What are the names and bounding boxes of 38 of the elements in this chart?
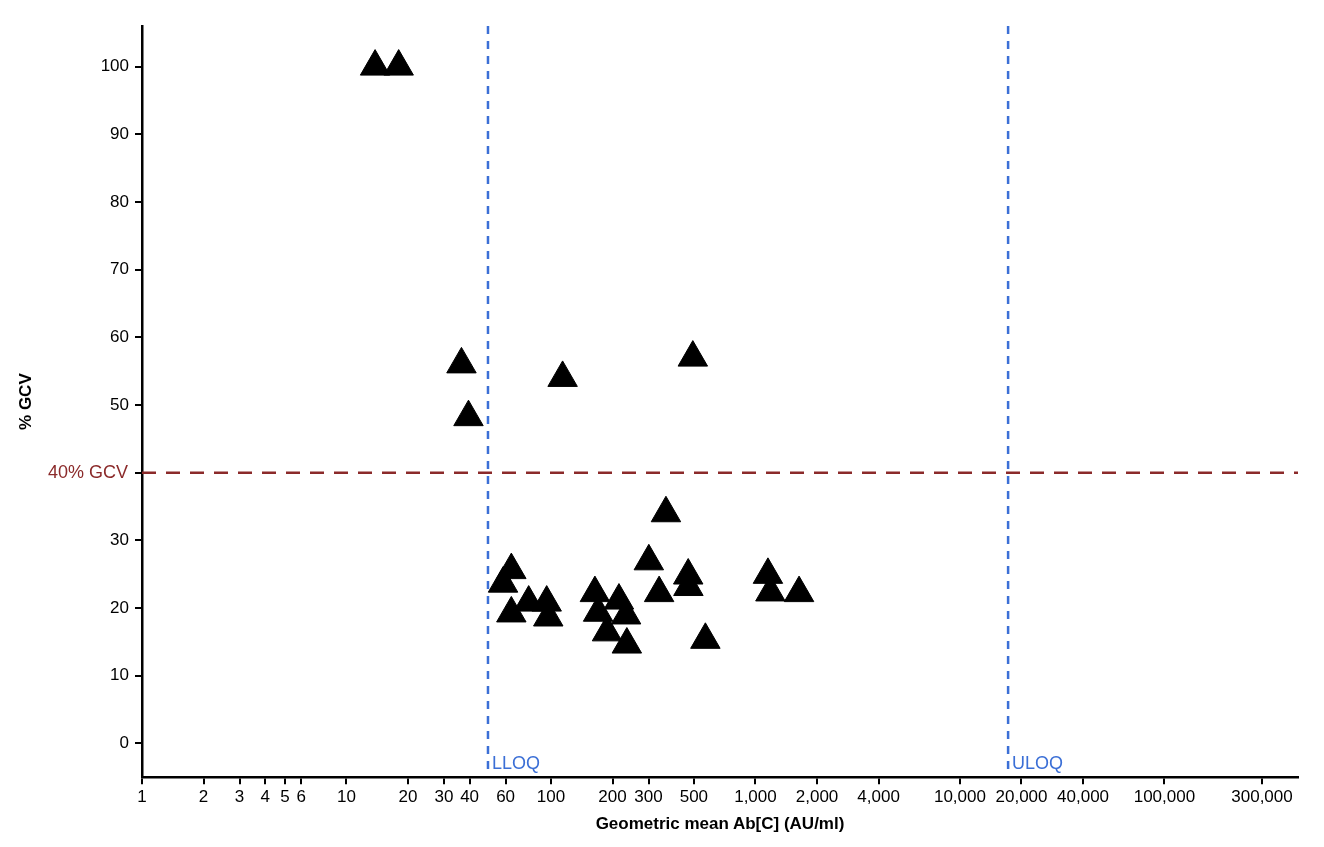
x-tick-label: 1 [137,787,147,807]
x-tick-label: 2,000 [795,787,839,807]
x-tick-label: 100,000 [1133,787,1196,807]
x-tick-label: 20 [398,787,418,807]
y-tick-label: 90 [110,123,129,143]
x-tick-label: 10 [337,787,356,807]
x-axis-title: Geometric mean Ab[C] (AU/ml) [595,814,845,834]
x-tick-label: 10,000 [933,787,986,807]
x-tick-label: 30 [434,787,454,807]
y-tick-label: 60 [110,327,129,346]
x-tick-label: 40 [460,787,480,807]
x-tick-label: 500 [679,787,709,807]
x-tick-label: 200 [598,787,627,807]
y-tick-label: 10 [110,665,129,685]
y-tick-label: 20 [110,597,129,617]
ref-line-label: 40% GCV [47,461,128,482]
x-tick-label: 3 [234,787,245,807]
x-tick-label: 60 [496,787,516,807]
y-tick-label: 30 [110,530,129,550]
ref-line-label: LLOQ [491,753,541,774]
y-tick-label: 50 [110,394,129,414]
ref-line-label: ULOQ [1012,753,1064,774]
x-tick-label: 1,000 [734,787,777,807]
y-tick-label: 80 [110,191,129,211]
x-tick-label: 40,000 [1057,787,1110,807]
x-tick-label: 300,000 [1231,787,1293,807]
y-tick-label: 100 [100,56,129,76]
x-tick-label: 2 [198,787,209,807]
x-tick-label: 4,000 [857,787,900,807]
x-tick-label: 100 [536,787,566,807]
y-tick-label: 0 [119,733,129,753]
x-tick-label: 20,000 [995,787,1048,807]
y-axis-title: % GCV [15,372,35,430]
x-tick-label: 300 [634,787,663,807]
y-tick-label: 70 [110,259,129,279]
x-tick-label: 5 [280,787,290,807]
x-tick-label: 4 [260,787,270,807]
x-tick-label: 6 [296,787,306,807]
